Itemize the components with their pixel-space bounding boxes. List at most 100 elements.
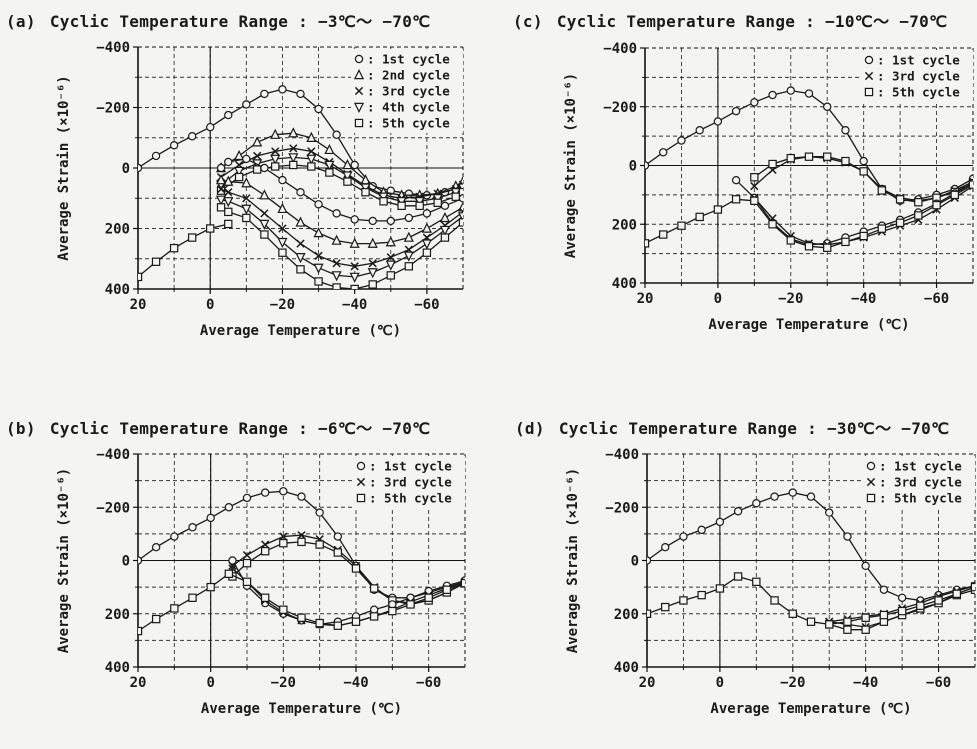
- data-point: [823, 152, 832, 161]
- data-point: [224, 157, 233, 167]
- legend-label: : 5th cycle: [877, 85, 960, 100]
- x-tick-label: 0: [206, 297, 214, 313]
- data-point: [216, 163, 226, 173]
- data-point: [768, 90, 777, 100]
- data-point: [731, 106, 741, 116]
- data-point: [421, 222, 432, 233]
- data-point: [206, 122, 215, 132]
- data-point: [313, 263, 324, 274]
- data-point: [788, 488, 797, 497]
- data-point: [647, 556, 652, 565]
- x-tick-label: −60: [414, 297, 439, 313]
- data-point: [369, 584, 379, 593]
- x-tick-label: 20: [639, 675, 656, 691]
- title-text: Cyclic Temperature Range : −30℃～ −70℃: [558, 419, 950, 438]
- legend-label: : 3rd cycle: [367, 84, 450, 99]
- data-point: [645, 239, 650, 248]
- legend-label: : 2nd cycle: [367, 68, 450, 83]
- data-point: [138, 272, 143, 282]
- data-point: [952, 589, 961, 598]
- data-point: [877, 186, 887, 195]
- data-point: [713, 117, 723, 126]
- data-point: [342, 159, 353, 170]
- data-point: [331, 234, 342, 245]
- data-point: [297, 531, 306, 540]
- data-point: [916, 601, 925, 610]
- y-tick-label: −400: [605, 447, 639, 463]
- data-point: [731, 195, 741, 204]
- data-point: [439, 211, 451, 223]
- data-point: [460, 578, 465, 588]
- data-point: [170, 532, 179, 541]
- legend-label: : 5th cycle: [367, 116, 450, 131]
- x-tick-label: −20: [270, 297, 295, 313]
- data-point: [333, 532, 343, 541]
- data-point: [715, 517, 725, 527]
- data-point: [260, 546, 270, 556]
- data-point: [788, 609, 797, 618]
- data-point: [864, 87, 874, 97]
- data-point: [768, 159, 777, 169]
- legend-background: [863, 456, 975, 508]
- data-point: [697, 525, 706, 535]
- data-point: [260, 593, 270, 602]
- data-point: [841, 126, 850, 135]
- x-tick-label: −60: [926, 675, 951, 691]
- data-point: [457, 201, 463, 212]
- data-point: [406, 600, 415, 609]
- data-point: [350, 284, 359, 289]
- data-point: [866, 461, 876, 471]
- data-point: [804, 152, 814, 161]
- data-point: [279, 487, 288, 496]
- data-point: [297, 537, 306, 547]
- data-point: [439, 225, 451, 236]
- y-tick-label: 0: [629, 159, 637, 175]
- data-point: [270, 154, 281, 165]
- data-point: [388, 606, 397, 616]
- data-point: [324, 143, 335, 155]
- legend-label: : 5th cycle: [879, 491, 962, 506]
- x-tick-label: 20: [130, 297, 147, 313]
- data-point: [324, 160, 335, 171]
- data-point: [950, 190, 959, 200]
- data-point: [879, 585, 889, 594]
- legend-label: : 3rd cycle: [369, 475, 452, 490]
- data-point: [361, 188, 370, 197]
- y-tick-label: 200: [612, 217, 637, 233]
- data-point: [368, 216, 377, 226]
- data-point: [278, 248, 287, 257]
- data-point: [421, 239, 432, 250]
- data-point: [224, 219, 233, 229]
- data-point: [713, 205, 723, 214]
- data-point: [187, 233, 197, 242]
- data-point: [661, 542, 670, 552]
- data-point: [659, 230, 668, 239]
- data-point: [645, 161, 650, 170]
- y-tick-label: 400: [105, 282, 130, 298]
- data-point: [224, 207, 233, 217]
- data-point: [206, 582, 215, 592]
- data-point: [433, 198, 442, 207]
- data-point: [823, 102, 832, 111]
- data-point: [733, 507, 743, 516]
- data-point: [752, 499, 761, 508]
- data-point: [879, 610, 889, 620]
- data-point: [242, 194, 251, 203]
- y-tick-label: −200: [605, 500, 639, 516]
- data-point: [215, 174, 227, 185]
- data-point: [306, 131, 317, 142]
- data-point: [368, 259, 377, 268]
- y-tick-label: −200: [603, 100, 637, 116]
- data-point: [895, 195, 905, 204]
- data-point: [403, 231, 414, 242]
- data-point: [379, 197, 388, 206]
- data-point: [770, 492, 779, 501]
- x-tick-label: 0: [714, 291, 722, 307]
- data-point: [331, 271, 342, 282]
- data-point: [786, 236, 795, 245]
- data-point: [859, 156, 868, 166]
- data-point: [333, 621, 343, 630]
- data-point: [279, 532, 288, 541]
- data-point: [695, 212, 704, 222]
